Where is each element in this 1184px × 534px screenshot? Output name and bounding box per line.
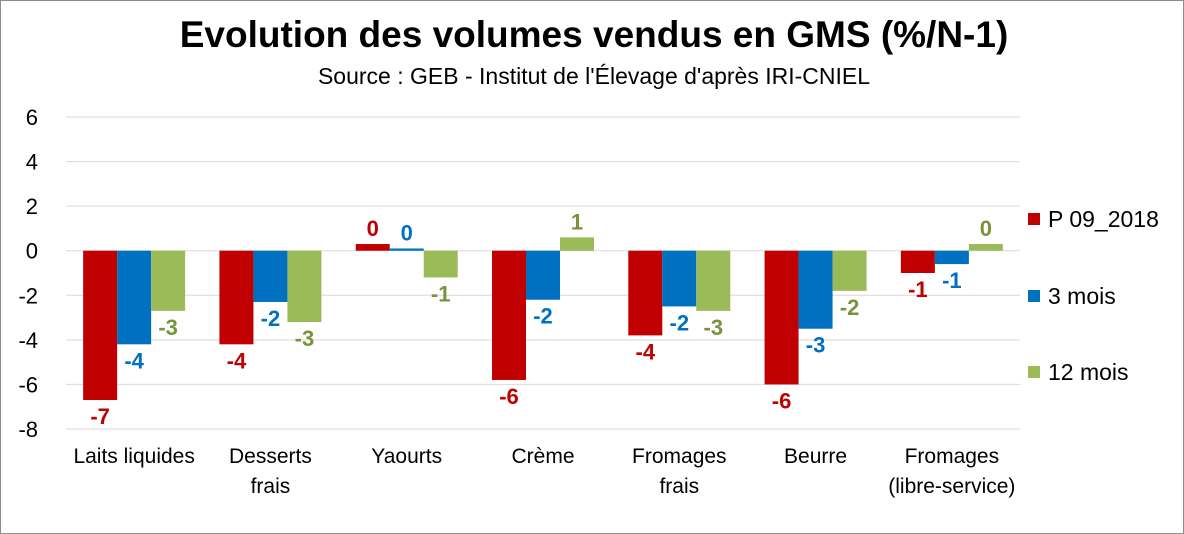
legend-swatch [1028, 290, 1040, 302]
data-label: 1 [571, 209, 583, 234]
data-label: 0 [401, 220, 413, 245]
category-label: frais [659, 475, 699, 498]
data-label: -7 [90, 404, 110, 429]
data-label: -1 [942, 268, 962, 293]
bar [219, 250, 254, 345]
data-label: -3 [158, 315, 178, 340]
category-labels: Laits liquides Desserts frais Yaourts Crème F… [73, 445, 1015, 498]
legend-label: 3 mois [1048, 283, 1116, 309]
category-label: Fromages [632, 445, 727, 468]
category-label: Beurre [784, 445, 847, 468]
data-label: -6 [499, 384, 519, 409]
bar [83, 250, 118, 401]
data-labels: -7 -4 0 -6 -4 -6 -1 -4 -2 0 -2 -2 -3 -1 -3 -3 -1 1 -3 -2 0 [90, 209, 992, 429]
data-label: -3 [295, 326, 315, 351]
category-label: Crème [511, 445, 574, 468]
y-tick-label: 0 [26, 239, 38, 264]
legend-label: P 09_2018 [1048, 206, 1159, 232]
category-label: Laits liquides [73, 445, 194, 468]
data-label: 0 [367, 216, 379, 241]
bar [117, 250, 152, 345]
data-label: -4 [227, 348, 247, 373]
category-label: Desserts [229, 445, 312, 468]
data-label: -1 [431, 281, 451, 306]
y-tick-label: -8 [18, 417, 38, 442]
chart-subtitle: Source : GEB - Institut de l'Élevage d'a… [318, 63, 870, 89]
data-label: -2 [840, 295, 860, 320]
bar [832, 250, 867, 291]
bar [389, 248, 424, 251]
category-label: Fromages [905, 445, 1000, 468]
bar [662, 250, 697, 307]
y-axis-ticks: -8 -6 -4 -2 0 2 4 6 [18, 105, 38, 442]
data-label: -4 [124, 348, 144, 373]
category-label: Yaourts [371, 445, 442, 468]
legend-label: 12 mois [1048, 359, 1129, 385]
category-label: (libre-service) [888, 475, 1015, 498]
y-tick-label: -4 [18, 328, 38, 353]
data-label: -2 [261, 306, 281, 331]
category-label: frais [251, 475, 291, 498]
data-label: -3 [704, 315, 724, 340]
legend: P 09_2018 3 mois 12 mois [1028, 206, 1159, 385]
bar [764, 250, 799, 385]
bar [968, 244, 1003, 251]
data-label: -2 [533, 304, 553, 329]
bar [253, 250, 288, 302]
bar [934, 250, 969, 265]
bar [628, 250, 663, 336]
y-tick-label: -6 [18, 372, 38, 397]
y-tick-label: 2 [26, 194, 38, 219]
y-tick-label: 4 [26, 150, 38, 175]
y-tick-label: 6 [26, 105, 38, 130]
data-label: -3 [806, 333, 826, 358]
data-label: -6 [772, 388, 792, 413]
bar [526, 250, 560, 300]
bar [696, 250, 731, 311]
data-label: -1 [908, 277, 928, 302]
legend-swatch [1028, 366, 1040, 378]
bar [900, 250, 935, 273]
legend-swatch [1028, 213, 1040, 225]
data-label: 0 [980, 216, 992, 241]
bar [560, 237, 594, 251]
data-label: -2 [670, 310, 690, 335]
y-tick-label: -2 [18, 283, 38, 308]
bar [492, 250, 526, 380]
bar [355, 244, 390, 251]
chart-title: Evolution des volumes vendus en GMS (%/N… [180, 14, 1009, 55]
bar [423, 250, 458, 278]
bar [151, 250, 186, 311]
bars [83, 237, 1003, 401]
bar [287, 250, 322, 323]
data-label: -4 [636, 339, 656, 364]
bar [798, 250, 833, 329]
